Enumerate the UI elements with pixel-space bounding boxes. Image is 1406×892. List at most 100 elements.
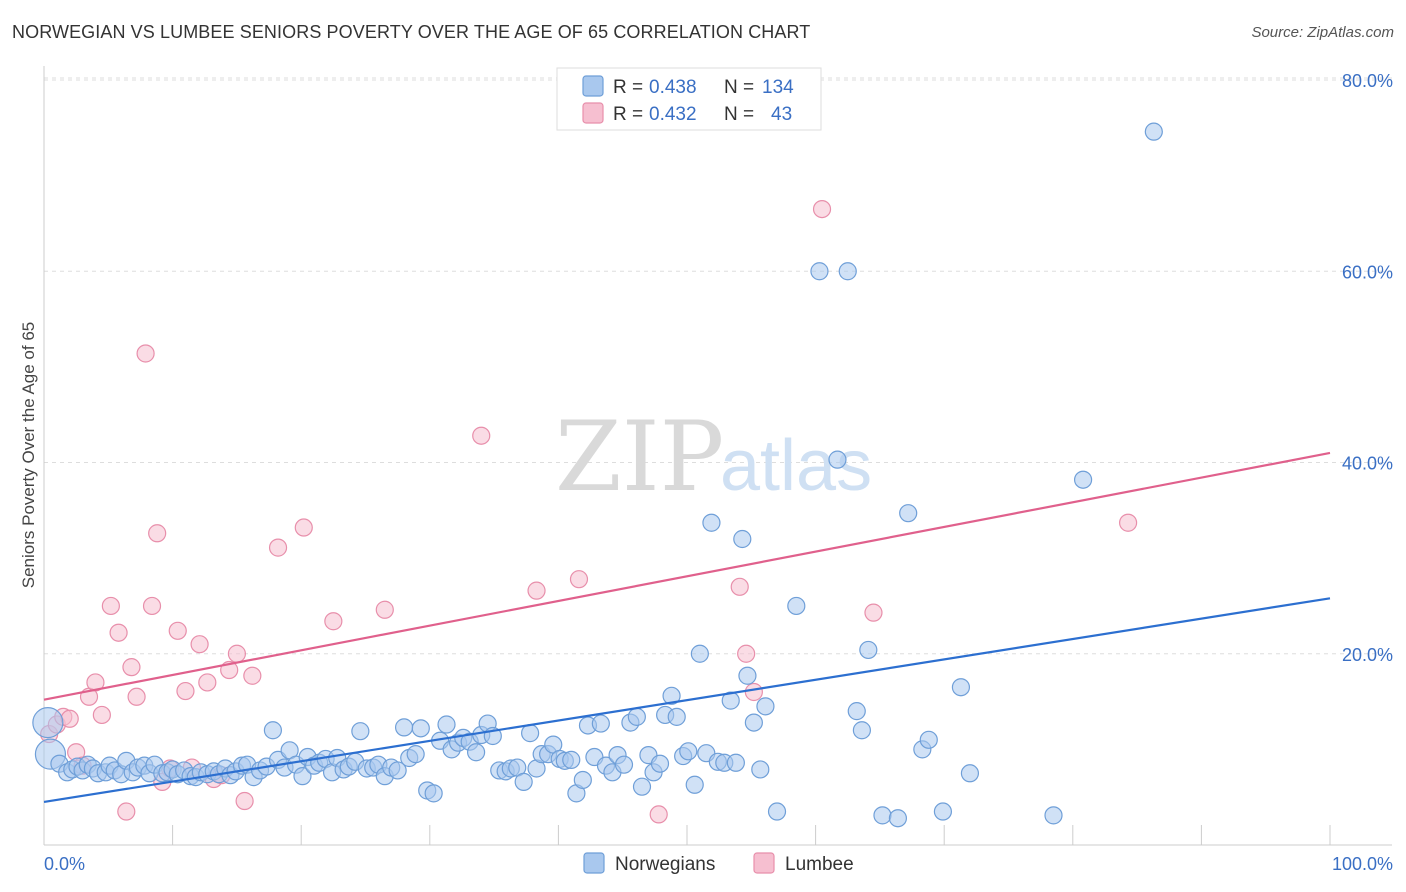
norwegian-point-101 — [632, 777, 652, 796]
x-tick-labels: 0.0% 100.0% — [44, 854, 1393, 874]
lumbee-point-22 — [190, 635, 209, 654]
legend-r-value-1: 0.438 — [649, 77, 697, 98]
lumbee-point-9 — [101, 596, 120, 616]
norwegian-point-120 — [744, 713, 763, 732]
norwegian-point-119 — [738, 666, 757, 685]
lumbee-point-28 — [235, 791, 254, 811]
norwegian-point-122 — [756, 697, 775, 716]
norwegian-point-129 — [852, 721, 871, 740]
lumbee-point-33 — [375, 600, 394, 619]
lumbee-point-37 — [649, 805, 668, 824]
lumbee-point-8 — [92, 705, 111, 725]
watermark: ZIP atlas — [555, 401, 872, 513]
norwegian-point-91 — [573, 770, 592, 790]
grid-lines — [44, 77, 1392, 655]
norwegian-point-66 — [424, 784, 443, 803]
lumbee-point-13 — [127, 687, 146, 706]
norwegian-point-94 — [591, 714, 610, 733]
norwegian-point-98 — [614, 755, 634, 774]
bottom-legend-label-norwegians: Norwegians — [615, 854, 715, 875]
lumbee-point-39 — [737, 644, 756, 663]
norwegian-point-137 — [951, 678, 971, 697]
lumbee-point-42 — [864, 603, 883, 622]
lumbee-point-3 — [60, 709, 79, 728]
norwegian-point-125 — [810, 262, 829, 281]
legend-swatch-norwegians — [582, 75, 604, 97]
legend-n-label-1: N = — [724, 77, 754, 98]
lumbee-point-34 — [472, 426, 491, 445]
lumbee-point-23 — [198, 673, 217, 692]
norwegian-point-39 — [263, 721, 283, 740]
norwegian-point-109 — [679, 742, 698, 761]
lumbee-point-15 — [142, 596, 162, 616]
y-tick-labels: 20.0% 40.0% 60.0% 80.0% — [1342, 71, 1393, 665]
y-tick-label-60: 60.0% — [1342, 262, 1393, 282]
lumbee-point-16 — [148, 524, 167, 543]
legend-n-label-2: N = — [724, 104, 754, 125]
norwegian-point-82 — [521, 724, 540, 743]
norwegian-point-127 — [838, 262, 857, 281]
bottom-legend-swatch-norwegians — [583, 852, 605, 874]
norwegian-point-100 — [627, 707, 646, 726]
y-axis-label: Seniors Poverty Over the Age of 65 — [19, 322, 38, 588]
x-tick-label-min: 0.0% — [44, 854, 85, 874]
source-credit: Source: ZipAtlas.com — [1251, 24, 1394, 41]
lumbee-point-38 — [730, 577, 749, 596]
bottom-legend-label-lumbee: Lumbee — [785, 854, 854, 875]
norwegian-point-61 — [394, 718, 414, 737]
watermark-zip: ZIP — [555, 401, 724, 513]
series-legend: Norwegians Lumbee — [583, 852, 854, 875]
lumbee-point-11 — [117, 802, 136, 821]
norwegian-point-118 — [733, 529, 752, 549]
norwegian-point-106 — [662, 686, 681, 705]
norwegian-point-104 — [650, 754, 670, 773]
bottom-legend-swatch-lumbee — [753, 852, 775, 874]
stats-legend: R = 0.438 N = 134 R = 0.432 N = 43 — [556, 67, 822, 131]
chart-title: NORWEGIAN VS LUMBEE SENIORS POVERTY OVER… — [12, 22, 811, 42]
norwegian-point-68 — [437, 715, 456, 734]
norwegian-point-107 — [667, 707, 686, 726]
norwegian-point-54 — [351, 722, 370, 741]
lumbee-point-30 — [268, 538, 288, 557]
norwegian-point-128 — [847, 702, 866, 721]
norwegian-point-63 — [406, 745, 425, 764]
lumbee-point-40 — [744, 682, 763, 702]
norwegian-point-135 — [919, 730, 938, 749]
norwegian-point-121 — [751, 760, 770, 779]
lumbee-point-7 — [86, 673, 105, 692]
lumbee-point-27 — [227, 644, 246, 663]
lumbee-point-35 — [527, 581, 546, 600]
norwegian-point-139 — [1044, 806, 1063, 825]
lumbee-point-19 — [168, 621, 187, 640]
lumbee-point-31 — [294, 518, 313, 537]
norwegian-point-64 — [411, 719, 430, 738]
lumbee-point-29 — [243, 666, 262, 685]
legend-swatch-lumbee — [582, 102, 604, 124]
y-tick-label-80: 80.0% — [1342, 71, 1393, 91]
trend-lines — [43, 451, 1331, 804]
norwegian-point-81 — [514, 772, 533, 791]
y-tick-label-40: 40.0% — [1342, 454, 1393, 474]
norwegian-point-44 — [293, 767, 312, 786]
legend-r-label-2: R = — [613, 104, 643, 125]
norwegian-point-73 — [466, 743, 486, 762]
norwegian-point-141 — [1144, 122, 1163, 141]
norwegian-point-123 — [767, 802, 787, 821]
y-tick-label-20: 20.0% — [1342, 645, 1393, 665]
norwegian-point-133 — [899, 504, 918, 523]
norwegian-point-111 — [690, 644, 709, 663]
norwegian-point-132 — [888, 809, 908, 828]
norwegian-point-110 — [685, 775, 704, 794]
norwegian-point-124 — [787, 596, 806, 616]
lumbee-point-43 — [1118, 513, 1138, 532]
norwegian-point-138 — [960, 764, 980, 783]
lumbee-point-32 — [324, 612, 343, 631]
norwegian-point-126 — [828, 450, 847, 469]
lumbee-point-36 — [569, 570, 589, 589]
lumbee-trend-line — [43, 451, 1331, 701]
x-tick-label-max: 100.0% — [1332, 854, 1393, 874]
norwegian-point-0 — [32, 706, 64, 739]
norwegian-point-140 — [1073, 470, 1093, 489]
norwegian-point-131 — [873, 806, 892, 825]
